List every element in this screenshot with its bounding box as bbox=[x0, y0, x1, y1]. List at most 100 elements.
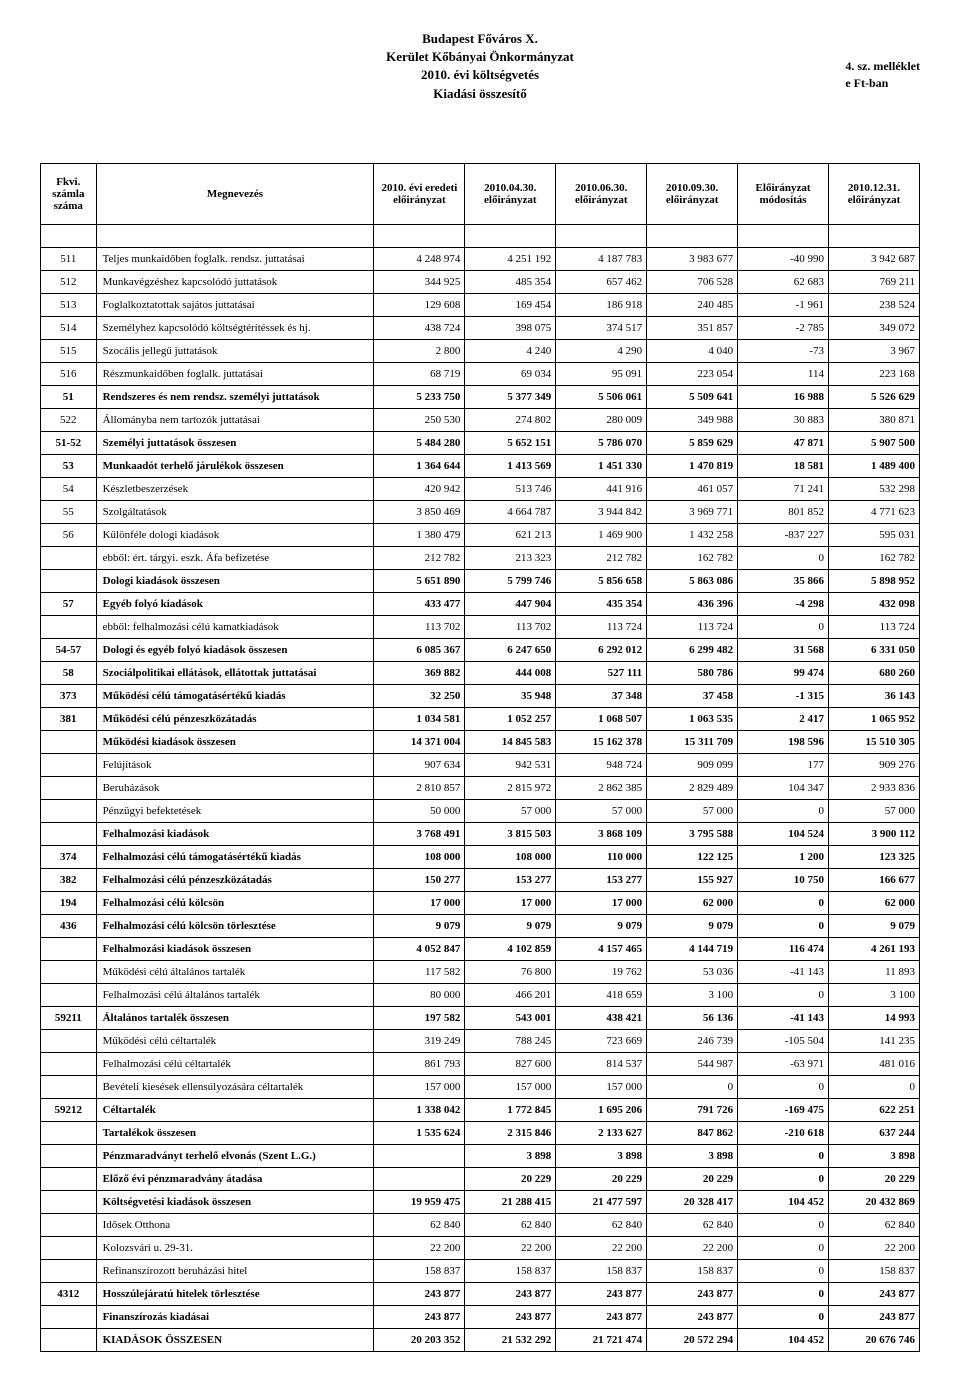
col-header-0430: 2010.04.30. előirányzat bbox=[465, 163, 556, 224]
cell-value: 4 240 bbox=[465, 339, 556, 362]
cell-value: 5 786 070 bbox=[556, 431, 647, 454]
cell-value: 2 933 836 bbox=[829, 776, 920, 799]
cell-name: Dologi kiadások összesen bbox=[96, 569, 374, 592]
cell-value: 9 079 bbox=[556, 914, 647, 937]
cell-value: 22 200 bbox=[829, 1236, 920, 1259]
cell-account-id: 513 bbox=[41, 293, 97, 316]
cell-value: 4 144 719 bbox=[647, 937, 738, 960]
cell-value: 20 229 bbox=[829, 1167, 920, 1190]
table-row: 55Szolgáltatások3 850 4694 664 7873 944 … bbox=[41, 500, 920, 523]
cell-value: 62 840 bbox=[556, 1213, 647, 1236]
cell-value: 5 863 086 bbox=[647, 569, 738, 592]
cell-value bbox=[374, 1144, 465, 1167]
cell-value: 4 102 859 bbox=[465, 937, 556, 960]
cell-account-id: 54 bbox=[41, 477, 97, 500]
cell-value: 197 582 bbox=[374, 1006, 465, 1029]
cell-account-id: 51 bbox=[41, 385, 97, 408]
cell-value: 6 085 367 bbox=[374, 638, 465, 661]
cell-name: Személyhez kapcsolódó költségtérítéssek … bbox=[96, 316, 374, 339]
cell-value: 791 726 bbox=[647, 1098, 738, 1121]
cell-value: 0 bbox=[738, 914, 829, 937]
cell-value: 246 739 bbox=[647, 1029, 738, 1052]
cell-value: 398 075 bbox=[465, 316, 556, 339]
cell-value: 1 364 644 bbox=[374, 454, 465, 477]
cell-value: -41 143 bbox=[738, 1006, 829, 1029]
cell-value: 861 793 bbox=[374, 1052, 465, 1075]
cell-value: 1 535 624 bbox=[374, 1121, 465, 1144]
cell-value: 349 988 bbox=[647, 408, 738, 431]
cell-name: Idősek Otthona bbox=[96, 1213, 374, 1236]
table-row: 194Felhalmozási célú kölcsön17 00017 000… bbox=[41, 891, 920, 914]
cell-name: Működési célú általános tartalék bbox=[96, 960, 374, 983]
cell-value: 68 719 bbox=[374, 362, 465, 385]
cell-value: 0 bbox=[738, 1259, 829, 1282]
table-row: 514Személyhez kapcsolódó költségtérítéss… bbox=[41, 316, 920, 339]
cell-value: 47 871 bbox=[738, 431, 829, 454]
cell-value: 349 072 bbox=[829, 316, 920, 339]
cell-value: 153 277 bbox=[556, 868, 647, 891]
cell-value: 35 948 bbox=[465, 684, 556, 707]
cell-value: -4 298 bbox=[738, 592, 829, 615]
cell-value: 22 200 bbox=[465, 1236, 556, 1259]
cell-value: 21 477 597 bbox=[556, 1190, 647, 1213]
cell-value: 544 987 bbox=[647, 1052, 738, 1075]
cell-value: 99 474 bbox=[738, 661, 829, 684]
cell-value: 0 bbox=[738, 1282, 829, 1305]
table-row: 4312Hosszúlejáratú hitelek törlesztése24… bbox=[41, 1282, 920, 1305]
cell-value: 909 276 bbox=[829, 753, 920, 776]
cell-value: 3 100 bbox=[647, 983, 738, 1006]
cell-value: 157 000 bbox=[374, 1075, 465, 1098]
cell-name: Előző évi pénzmaradvány átadása bbox=[96, 1167, 374, 1190]
table-row: 59211Általános tartalék összesen197 5825… bbox=[41, 1006, 920, 1029]
cell-account-id bbox=[41, 1075, 97, 1098]
cell-account-id bbox=[41, 799, 97, 822]
cell-value: 0 bbox=[829, 1075, 920, 1098]
cell-value: 621 213 bbox=[465, 523, 556, 546]
cell-name: Általános tartalék összesen bbox=[96, 1006, 374, 1029]
cell-name: Felhalmozási kiadások összesen bbox=[96, 937, 374, 960]
cell-value: 4 187 783 bbox=[556, 247, 647, 270]
cell-name: Beruházások bbox=[96, 776, 374, 799]
cell-value: 2 862 385 bbox=[556, 776, 647, 799]
cell-name: Működési célú támogatásértékű kiadás bbox=[96, 684, 374, 707]
cell-value: 69 034 bbox=[465, 362, 556, 385]
table-row: 58Szociálpolitikai ellátások, ellátottak… bbox=[41, 661, 920, 684]
cell-name: Munkavégzéshez kapcsolódó juttatások bbox=[96, 270, 374, 293]
cell-value: 481 016 bbox=[829, 1052, 920, 1075]
cell-name: Bevételi kiesések ellensúlyozására célta… bbox=[96, 1075, 374, 1098]
table-row: 511Teljes munkaidőben foglalk. rendsz. j… bbox=[41, 247, 920, 270]
cell-account-id: 55 bbox=[41, 500, 97, 523]
col-header-id: Fkvi. számla száma bbox=[41, 163, 97, 224]
cell-value: 243 877 bbox=[556, 1305, 647, 1328]
table-row: ebből: felhalmozási célú kamatkiadások11… bbox=[41, 615, 920, 638]
cell-value: 155 927 bbox=[647, 868, 738, 891]
cell-value: 1 200 bbox=[738, 845, 829, 868]
cell-account-id: 515 bbox=[41, 339, 97, 362]
cell-name: Hosszúlejáratú hitelek törlesztése bbox=[96, 1282, 374, 1305]
table-row: 513Foglalkoztatottak sajátos juttatásai1… bbox=[41, 293, 920, 316]
cell-value: 0 bbox=[738, 1167, 829, 1190]
cell-value: -40 990 bbox=[738, 247, 829, 270]
col-header-0630: 2010.06.30. előirányzat bbox=[556, 163, 647, 224]
cell-value: 436 396 bbox=[647, 592, 738, 615]
cell-value: 17 000 bbox=[465, 891, 556, 914]
cell-value: 104 452 bbox=[738, 1328, 829, 1351]
cell-value: -169 475 bbox=[738, 1098, 829, 1121]
cell-name: Foglalkoztatottak sajátos juttatásai bbox=[96, 293, 374, 316]
cell-name: Felújítások bbox=[96, 753, 374, 776]
cell-value: 240 485 bbox=[647, 293, 738, 316]
cell-value: 57 000 bbox=[556, 799, 647, 822]
cell-value: 5 898 952 bbox=[829, 569, 920, 592]
table-body: 511Teljes munkaidőben foglalk. rendsz. j… bbox=[41, 224, 920, 1351]
cell-value: 3 900 112 bbox=[829, 822, 920, 845]
cell-value: 4 664 787 bbox=[465, 500, 556, 523]
table-row: Tartalékok összesen1 535 6242 315 8462 1… bbox=[41, 1121, 920, 1144]
cell-value: 36 143 bbox=[829, 684, 920, 707]
cell-value: 157 000 bbox=[465, 1075, 556, 1098]
cell-value: 769 211 bbox=[829, 270, 920, 293]
header-line-3: 2010. évi költségvetés bbox=[386, 66, 574, 84]
cell-value: 37 458 bbox=[647, 684, 738, 707]
cell-account-id bbox=[41, 615, 97, 638]
cell-value: 32 250 bbox=[374, 684, 465, 707]
cell-value: 177 bbox=[738, 753, 829, 776]
